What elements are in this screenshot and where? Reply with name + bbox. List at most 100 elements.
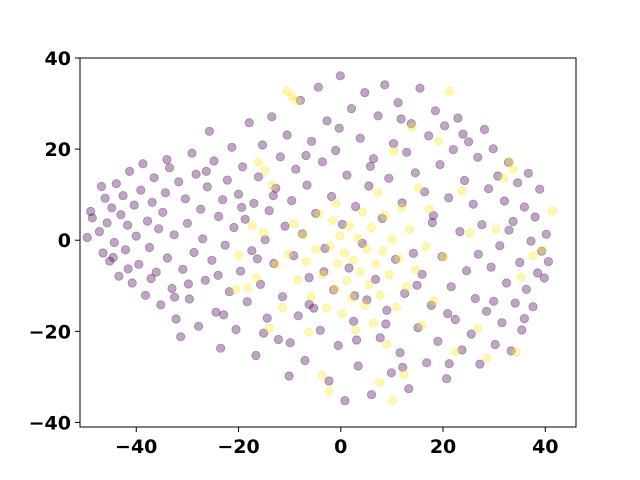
y-axis: −40 −20 0 20 40 <box>29 48 80 434</box>
data-point-class0 <box>306 136 317 146</box>
data-point-class0 <box>300 355 310 366</box>
data-point-class0 <box>357 238 367 248</box>
data-point-class1 <box>366 222 377 233</box>
data-point-class0 <box>396 114 406 124</box>
data-point-class0 <box>267 112 277 122</box>
data-point-class0 <box>224 287 234 297</box>
data-point-class1 <box>293 275 303 285</box>
data-point-class0 <box>517 325 527 335</box>
data-point-class1 <box>421 242 431 252</box>
data-point-class0 <box>114 271 124 281</box>
data-point-class1 <box>346 292 357 303</box>
data-point-class1 <box>298 230 308 240</box>
data-point-class0 <box>171 314 181 324</box>
data-point-class1 <box>306 292 316 302</box>
data-point-class1 <box>528 251 538 261</box>
data-point-class0 <box>258 328 269 338</box>
data-point-class1 <box>508 165 518 175</box>
data-point-class0 <box>264 206 274 216</box>
data-point-class0 <box>231 324 241 335</box>
data-point-class0 <box>495 241 505 251</box>
data-point-class1 <box>247 221 257 231</box>
data-point-class0 <box>146 273 156 284</box>
data-point-class0 <box>397 198 407 208</box>
data-point-class0 <box>176 332 186 342</box>
data-point-class0 <box>275 152 285 162</box>
data-point-class0 <box>504 225 514 235</box>
data-point-class1 <box>405 225 415 235</box>
data-point-class0 <box>486 262 496 272</box>
data-point-class0 <box>348 316 359 326</box>
data-point-class0 <box>220 240 230 250</box>
data-point-class0 <box>503 157 514 167</box>
data-point-class1 <box>292 96 302 106</box>
data-point-class0 <box>284 371 294 381</box>
points-layer <box>82 71 558 406</box>
data-point-class1 <box>473 323 483 334</box>
data-point-class0 <box>125 166 135 176</box>
data-point-class0 <box>513 178 523 188</box>
data-point-class0 <box>285 338 295 348</box>
data-point-class1 <box>282 86 292 96</box>
data-point-class1 <box>464 228 475 238</box>
data-point-class0 <box>365 161 375 171</box>
data-point-class0 <box>123 220 133 230</box>
data-point-class0 <box>468 199 478 209</box>
data-point-class0 <box>510 298 520 308</box>
data-point-class0 <box>319 267 329 277</box>
data-point-class0 <box>366 390 377 400</box>
data-point-class0 <box>184 294 194 304</box>
data-point-class0 <box>443 308 453 319</box>
x-axis: −40 −20 0 20 40 <box>115 427 559 458</box>
data-point-class0 <box>350 201 361 212</box>
data-point-class0 <box>164 163 175 173</box>
data-point-class0 <box>483 184 494 194</box>
data-point-class0 <box>410 168 420 178</box>
data-point-class1 <box>378 246 388 256</box>
data-point-class0 <box>381 319 391 329</box>
data-point-class0 <box>364 181 374 191</box>
data-point-class0 <box>459 175 470 186</box>
data-point-class1 <box>374 377 385 387</box>
data-point-class1 <box>429 296 439 306</box>
data-point-class0 <box>466 329 476 339</box>
data-point-class1 <box>289 219 299 229</box>
data-point-class0 <box>370 274 381 284</box>
data-point-class0 <box>118 191 128 201</box>
data-point-class0 <box>499 196 509 206</box>
data-point-class0 <box>187 148 197 158</box>
data-point-class0 <box>129 200 139 210</box>
data-point-class0 <box>488 144 498 154</box>
data-point-class0 <box>169 230 179 240</box>
data-point-class0 <box>380 80 390 90</box>
data-point-class0 <box>160 188 170 198</box>
data-point-class0 <box>377 213 387 223</box>
data-point-class0 <box>539 273 549 283</box>
data-point-class0 <box>277 292 288 302</box>
data-point-class1 <box>387 234 397 244</box>
data-point-class0 <box>202 182 212 192</box>
data-point-class0 <box>201 166 211 176</box>
data-point-class0 <box>400 288 410 299</box>
data-point-class0 <box>304 299 314 310</box>
data-point-class0 <box>233 189 244 199</box>
data-point-class0 <box>244 118 254 128</box>
data-point-class1 <box>350 325 361 335</box>
data-point-class0 <box>422 358 432 368</box>
y-tick-label: 40 <box>45 48 71 70</box>
data-point-class0 <box>532 268 543 278</box>
data-point-class0 <box>170 292 180 302</box>
data-point-class1 <box>253 157 264 167</box>
data-point-class0 <box>428 211 438 221</box>
data-point-class0 <box>214 211 224 222</box>
data-point-class0 <box>142 216 153 226</box>
data-point-class0 <box>349 291 360 301</box>
data-point-class0 <box>269 258 279 269</box>
data-point-class0 <box>390 254 401 264</box>
data-point-class0 <box>360 88 370 98</box>
data-point-class0 <box>490 339 500 350</box>
data-point-class0 <box>100 193 110 203</box>
data-point-class0 <box>249 198 259 208</box>
data-point-class0 <box>94 227 105 237</box>
data-point-class0 <box>448 145 458 155</box>
